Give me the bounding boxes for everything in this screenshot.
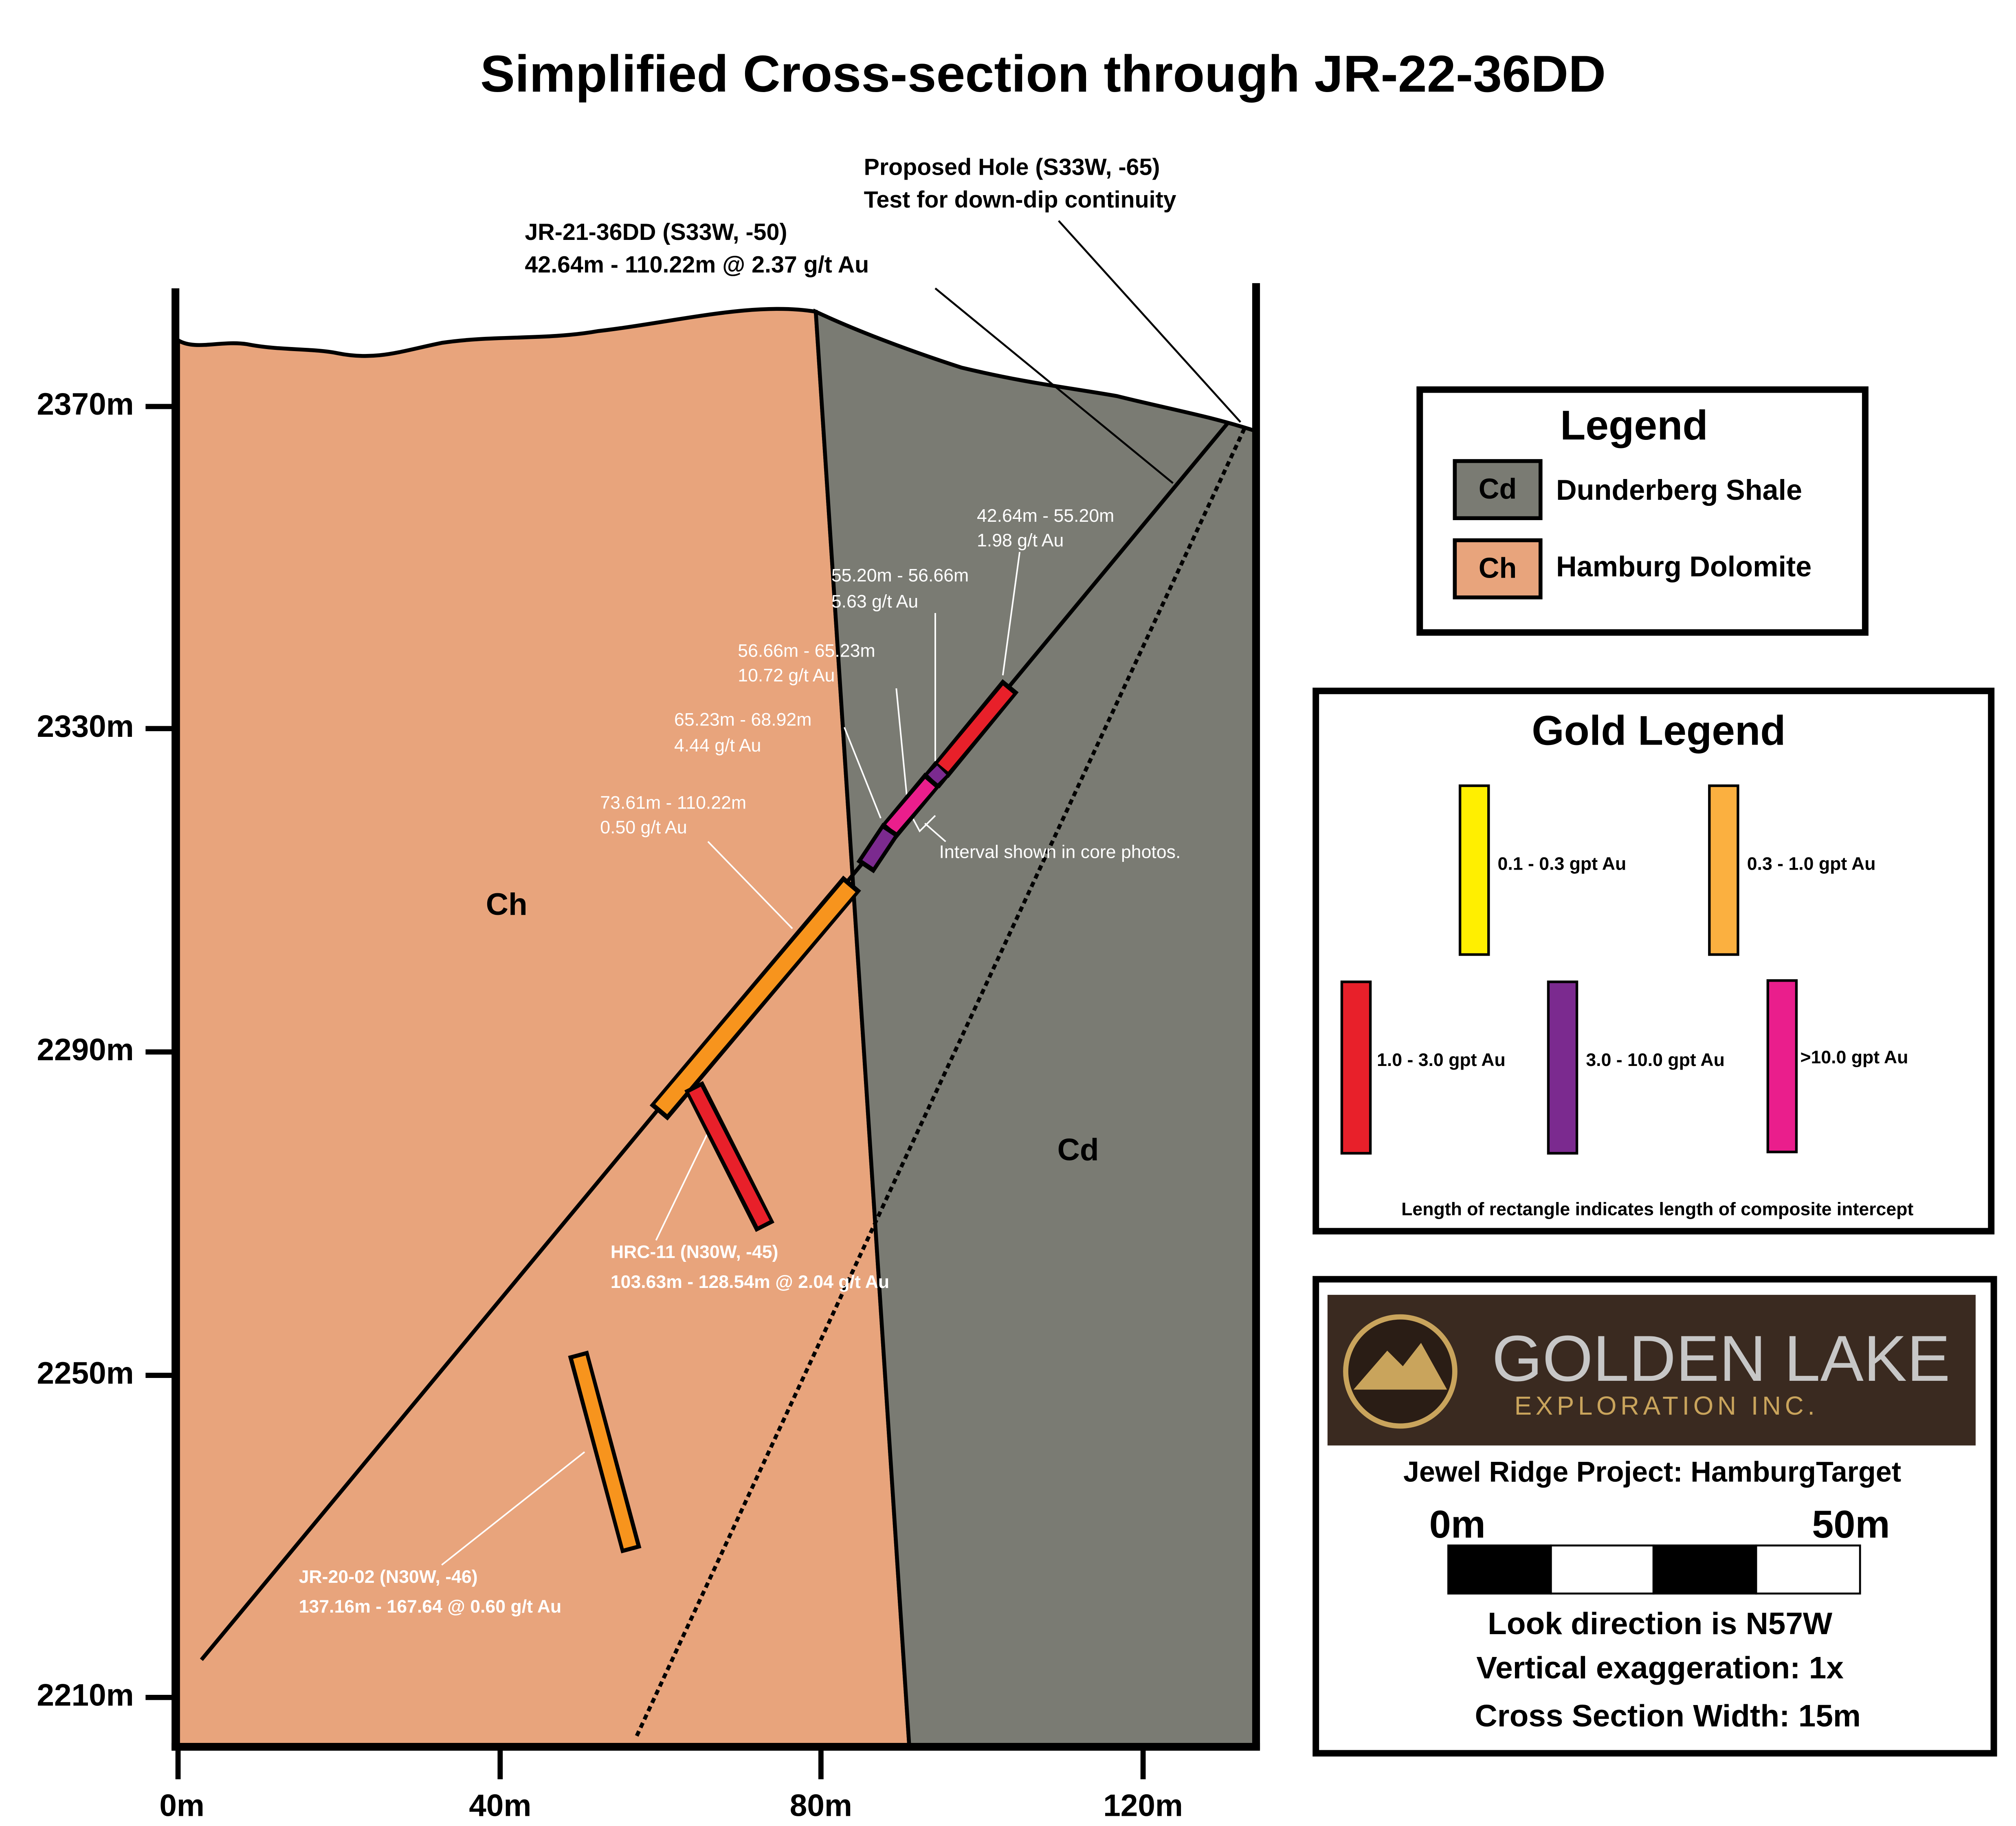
intervals (568, 679, 1019, 1554)
x-label: 0m (159, 1789, 204, 1823)
gold-note: Length of rectangle indicates length of … (1401, 1199, 1913, 1219)
callout: Test for down-dip continuity (864, 187, 1176, 213)
logo-mountain (1353, 1343, 1447, 1390)
gold-label: 0.1 - 0.3 gpt Au (1498, 854, 1627, 874)
callout: Interval shown in core photos. (939, 842, 1181, 862)
x-label: 40m (469, 1789, 531, 1823)
legend-label: Dunderberg Shale (1556, 474, 1802, 506)
project: Jewel Ridge Project: HamburgTarget (1403, 1456, 1901, 1488)
interval-label: 73.61m - 110.22m (600, 793, 746, 813)
info-line: Look direction is N57W (1488, 1606, 1833, 1641)
callout: HRC-11 (N30W, -45) (611, 1242, 778, 1262)
y-label: 2290m (37, 1033, 134, 1067)
gold-label: 1.0 - 3.0 gpt Au (1377, 1050, 1506, 1070)
title: Simplified Cross-section through JR-22-3… (480, 45, 1606, 103)
interval-label: 10.72 g/t Au (738, 666, 835, 686)
interval-label: 56.66m - 65.23m (738, 641, 875, 661)
interval-label: 0.50 g/t Au (600, 817, 687, 837)
gold-legend-title: Gold Legend (1532, 707, 1785, 754)
callout: 103.63m - 128.54m @ 2.04 g/t Au (611, 1272, 889, 1292)
legend-title: Legend (1560, 402, 1708, 448)
interval-label: 65.23m - 68.92m (674, 710, 811, 730)
callout: 137.16m - 167.64 @ 0.60 g/t Au (299, 1597, 562, 1617)
scale-bar (1447, 1544, 1861, 1595)
interval-label: 1.98 g/t Au (977, 530, 1064, 550)
legend-code: Cd (1479, 473, 1517, 505)
leaders-white (441, 552, 1021, 1566)
gold-legend-box (1312, 688, 1995, 1235)
scale-label: 50m (1812, 1503, 1890, 1546)
callout: Proposed Hole (S33W, -65) (864, 154, 1160, 180)
gold-label: >10.0 gpt Au (1800, 1047, 1908, 1067)
y-label: 2210m (37, 1678, 134, 1713)
logo-name: GOLDEN LAKE (1492, 1322, 1950, 1395)
ticks (145, 404, 1146, 1780)
y-label: 2370m (37, 387, 134, 422)
y-label: 2330m (37, 709, 134, 744)
interval-label: 55.20m - 56.66m (831, 565, 969, 585)
unit-label: Cd (1057, 1132, 1099, 1167)
leaders (934, 220, 1242, 484)
interval-label: 5.63 g/t Au (831, 591, 918, 611)
logo-sub: EXPLORATION INC. (1515, 1391, 1819, 1420)
legend-code: Ch (1479, 552, 1517, 584)
x-label: 120m (1103, 1789, 1183, 1823)
interval-label: 42.64m - 55.20m (977, 506, 1114, 526)
legend-swatch (1453, 538, 1543, 600)
hamburg-dolomite (176, 307, 912, 1749)
info-line: Vertical exaggeration: 1x (1476, 1651, 1844, 1685)
gold-swatches (1340, 784, 1798, 1155)
legend-swatch (1453, 459, 1543, 520)
scale-label: 0m (1429, 1503, 1486, 1546)
info-line: Cross Section Width: 15m (1475, 1699, 1861, 1734)
unit-label: Ch (486, 887, 528, 922)
y-label: 2250m (37, 1356, 134, 1391)
legend-label: Hamburg Dolomite (1556, 551, 1812, 582)
gold-label: 3.0 - 10.0 gpt Au (1586, 1050, 1725, 1070)
x-label: 80m (790, 1789, 852, 1823)
callout: JR-21-36DD (S33W, -50) (525, 219, 787, 245)
callout: 42.64m - 110.22m @ 2.37 g/t Au (525, 252, 869, 278)
proposed-hole (635, 428, 1247, 1738)
interval-label: 4.44 g/t Au (674, 736, 761, 756)
dunderberg-shale (813, 308, 1258, 1749)
callout: JR-20-02 (N30W, -46) (299, 1567, 478, 1587)
gold-label: 0.3 - 1.0 gpt Au (1747, 854, 1876, 874)
